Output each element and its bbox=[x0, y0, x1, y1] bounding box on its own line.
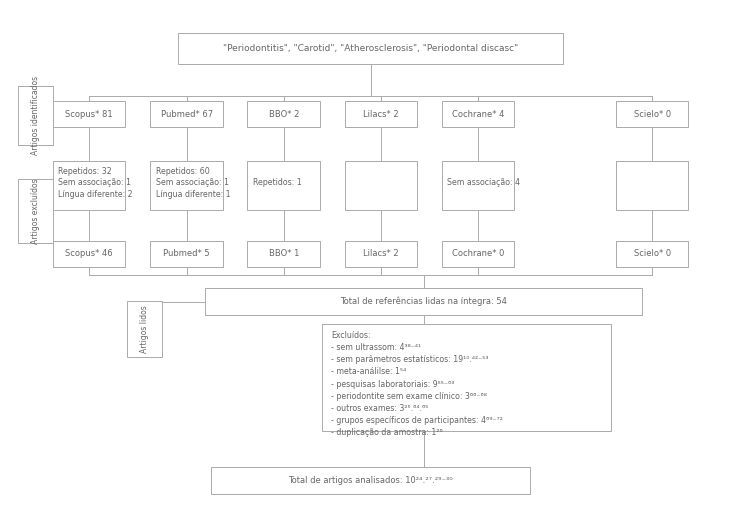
FancyBboxPatch shape bbox=[442, 241, 514, 267]
Text: Pubmed* 67: Pubmed* 67 bbox=[161, 109, 213, 119]
FancyBboxPatch shape bbox=[345, 101, 417, 127]
FancyBboxPatch shape bbox=[345, 161, 417, 210]
FancyBboxPatch shape bbox=[442, 161, 514, 210]
Text: Cochrane* 4: Cochrane* 4 bbox=[452, 109, 504, 119]
FancyBboxPatch shape bbox=[211, 467, 530, 494]
FancyBboxPatch shape bbox=[53, 241, 125, 267]
Text: Lilacs* 2: Lilacs* 2 bbox=[363, 249, 399, 259]
FancyBboxPatch shape bbox=[442, 101, 514, 127]
FancyBboxPatch shape bbox=[616, 101, 688, 127]
FancyBboxPatch shape bbox=[150, 161, 223, 210]
Text: Scopus* 81: Scopus* 81 bbox=[65, 109, 113, 119]
FancyBboxPatch shape bbox=[150, 241, 223, 267]
Text: BBO* 1: BBO* 1 bbox=[269, 249, 299, 259]
Text: Scopus* 46: Scopus* 46 bbox=[65, 249, 113, 259]
Text: "Periodontitis", "Carotid", "Atherosclerosis", "Periodontal discasc": "Periodontitis", "Carotid", "Atheroscler… bbox=[223, 44, 518, 53]
FancyBboxPatch shape bbox=[247, 161, 320, 210]
Text: Repetidos: 60
Sem associação: 1
Língua diferente: 1: Repetidos: 60 Sem associação: 1 Língua d… bbox=[156, 168, 230, 198]
FancyBboxPatch shape bbox=[53, 101, 125, 127]
Text: Pubmed* 5: Pubmed* 5 bbox=[164, 249, 210, 259]
FancyBboxPatch shape bbox=[247, 241, 320, 267]
FancyBboxPatch shape bbox=[127, 301, 162, 357]
Text: Scielo* 0: Scielo* 0 bbox=[634, 109, 671, 119]
FancyBboxPatch shape bbox=[322, 324, 611, 431]
Text: Cochrane* 0: Cochrane* 0 bbox=[452, 249, 504, 259]
FancyBboxPatch shape bbox=[616, 241, 688, 267]
Text: Excluídos:
- sem ultrassom: 4³⁸⁻⁴¹
- sem parâmetros estatísticos: 19¹⁰․⁴²⁻⁵³
- m: Excluídos: - sem ultrassom: 4³⁸⁻⁴¹ - sem… bbox=[331, 331, 503, 437]
Text: Scielo* 0: Scielo* 0 bbox=[634, 249, 671, 259]
FancyBboxPatch shape bbox=[205, 288, 642, 315]
Text: Total de referências lidas na íntegra: 54: Total de referências lidas na íntegra: 5… bbox=[340, 297, 508, 306]
Text: Repetidos: 1: Repetidos: 1 bbox=[253, 178, 302, 188]
FancyBboxPatch shape bbox=[18, 86, 53, 145]
Text: Total de artigos analisados: 10²⁴․²⁷․²⁹⁻³⁰: Total de artigos analisados: 10²⁴․²⁷․²⁹⁻… bbox=[288, 476, 453, 485]
FancyBboxPatch shape bbox=[150, 101, 223, 127]
Text: BBO* 2: BBO* 2 bbox=[269, 109, 299, 119]
FancyBboxPatch shape bbox=[616, 161, 688, 210]
Text: Sem associação: 4: Sem associação: 4 bbox=[447, 178, 520, 188]
FancyBboxPatch shape bbox=[247, 101, 320, 127]
FancyBboxPatch shape bbox=[345, 241, 417, 267]
Text: Artigos lidos: Artigos lidos bbox=[140, 305, 149, 353]
FancyBboxPatch shape bbox=[178, 33, 563, 64]
Text: Artigos excluídos: Artigos excluídos bbox=[31, 178, 40, 244]
FancyBboxPatch shape bbox=[53, 161, 125, 210]
FancyBboxPatch shape bbox=[18, 179, 53, 243]
Text: Lilacs* 2: Lilacs* 2 bbox=[363, 109, 399, 119]
Text: Repetidos: 32
Sem associação: 1
Língua diferente: 2: Repetidos: 32 Sem associação: 1 Língua d… bbox=[58, 168, 133, 198]
Text: Artigos identificados: Artigos identificados bbox=[31, 76, 40, 155]
